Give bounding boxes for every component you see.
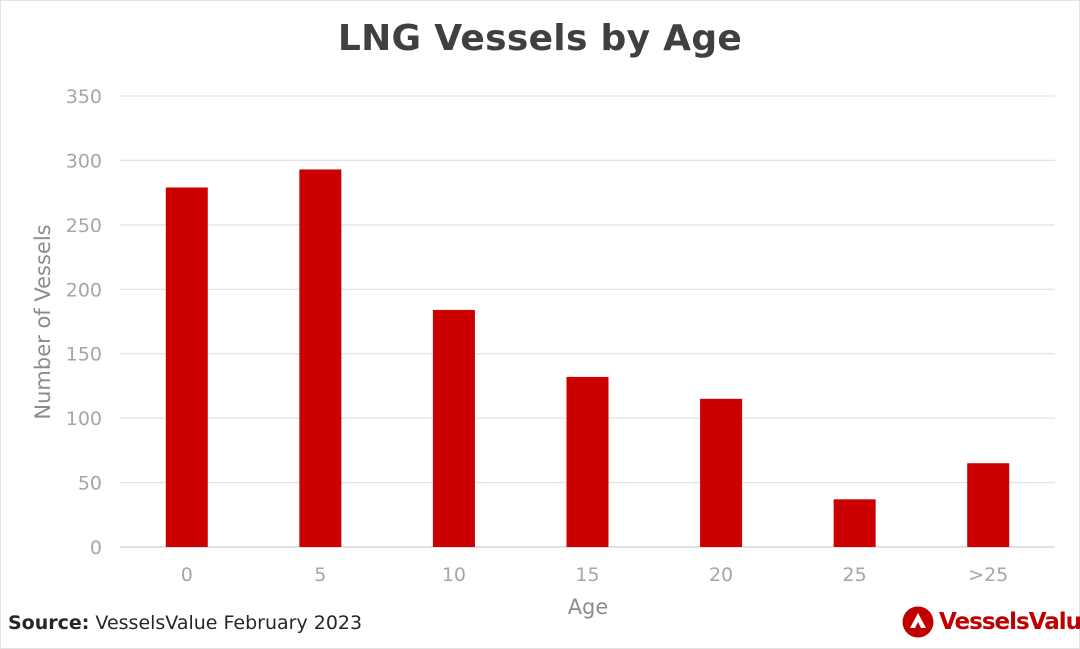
bar-0 — [165, 187, 208, 547]
bar-15 — [566, 376, 609, 547]
x-tick-label: 10 — [442, 564, 466, 586]
y-tick-label: 0 — [90, 537, 102, 559]
bar-25 — [833, 499, 876, 547]
y-tick-label: 300 — [66, 150, 102, 172]
y-axis-ticks: 0 50 100 150 200 250 300 350 — [66, 86, 102, 559]
bar-gt25 — [967, 463, 1010, 547]
source-note: Source: VesselsValue February 2023 — [8, 612, 362, 634]
gridlines — [120, 95, 1055, 548]
logo-text: VesselsValue — [939, 609, 1080, 635]
x-axis-label: Age — [568, 595, 609, 619]
y-tick-label: 100 — [66, 408, 102, 430]
x-tick-label: >25 — [968, 564, 1008, 586]
bars — [165, 169, 1010, 547]
x-tick-label: 15 — [575, 564, 599, 586]
x-tick-label: 25 — [843, 564, 867, 586]
bar-10 — [432, 309, 475, 547]
y-axis-label: Number of Vessels — [31, 224, 55, 419]
x-tick-label: 0 — [181, 564, 193, 586]
bar-5 — [299, 169, 342, 547]
y-tick-label: 250 — [66, 215, 102, 237]
x-axis-ticks: 0 5 10 15 20 25 >25 — [181, 564, 1009, 586]
x-tick-label: 5 — [314, 564, 326, 586]
chart-title: LNG Vessels by Age — [337, 18, 743, 59]
y-tick-label: 150 — [66, 344, 102, 366]
source-label: Source: — [8, 612, 90, 634]
source-text: VesselsValue February 2023 — [89, 612, 363, 634]
x-tick-label: 20 — [709, 564, 733, 586]
y-tick-label: 50 — [78, 473, 102, 495]
vesselsvalue-logo-icon — [902, 606, 934, 638]
vesselsvalue-logo: VesselsValue — [902, 600, 1080, 644]
y-tick-label: 350 — [66, 86, 102, 108]
bar-20 — [700, 398, 743, 547]
y-tick-label: 200 — [66, 279, 102, 301]
